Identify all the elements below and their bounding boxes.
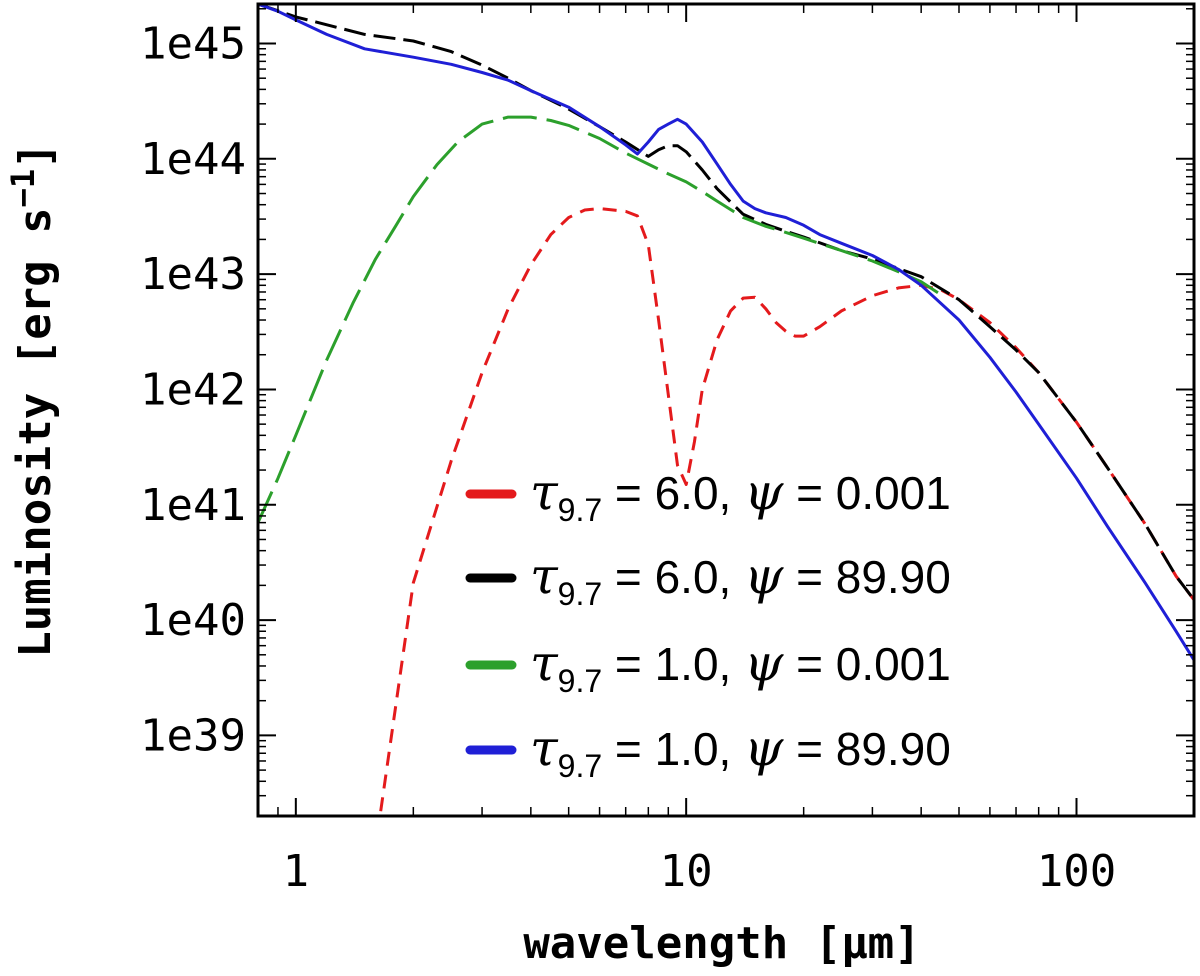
legend-label-1: τ9.7 = 6.0, ψ = 0.001 bbox=[530, 463, 951, 528]
y-tick-label: 1e39 bbox=[140, 710, 246, 761]
y-tick-label: 1e42 bbox=[140, 364, 246, 415]
legend-label-3: τ9.7 = 1.0, ψ = 0.001 bbox=[530, 634, 951, 699]
x-axis-label: wavelength [μm] bbox=[523, 918, 920, 969]
x-tick-label: 10 bbox=[660, 846, 713, 897]
series-line-3 bbox=[258, 115, 942, 524]
y-axis-label: Luminosity [erg s−1] bbox=[4, 142, 61, 657]
legend-label-2: τ9.7 = 6.0, ψ = 89.90 bbox=[530, 547, 951, 612]
series-line-2 bbox=[258, 4, 1194, 601]
y-tick-label: 1e41 bbox=[140, 480, 246, 531]
ticks-layer: 1 10 100 1e39 1e40 1e41 1e42 1e43 1e44 1e45 bbox=[140, 4, 1195, 897]
y-axis-label-main: Luminosity [erg s bbox=[10, 207, 61, 657]
legend: τ9.7 = 6.0, ψ = 0.001 τ9.7 = 6.0, ψ = 89.… bbox=[465, 463, 951, 784]
plot-frame bbox=[256, 2, 1196, 818]
y-tick-label: 1e44 bbox=[140, 134, 246, 185]
y-tick-label: 1e43 bbox=[140, 249, 246, 300]
series-line-4 bbox=[258, 4, 1194, 661]
y-axis-label-sup: −1 bbox=[4, 169, 42, 208]
x-tick-label: 100 bbox=[1037, 846, 1116, 897]
series-line-1 bbox=[379, 207, 1194, 812]
legend-label-4: τ9.7 = 1.0, ψ = 89.90 bbox=[530, 719, 951, 784]
series-layer bbox=[258, 4, 1194, 812]
x-tick-label: 1 bbox=[283, 846, 310, 897]
y-tick-label: 1e45 bbox=[140, 18, 246, 69]
y-axis-label-close: ] bbox=[10, 142, 61, 169]
y-tick-label: 1e40 bbox=[140, 595, 246, 646]
